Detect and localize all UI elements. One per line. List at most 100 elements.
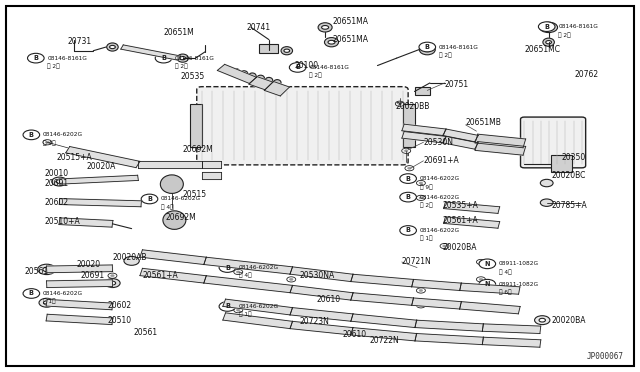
Polygon shape [60,199,141,207]
Text: 20530N: 20530N [424,138,454,147]
Ellipse shape [284,49,290,52]
Circle shape [476,277,485,282]
Text: 20692M: 20692M [166,213,196,222]
Text: 20731: 20731 [68,37,92,46]
Polygon shape [140,250,206,264]
Circle shape [52,177,67,186]
Text: N: N [484,261,490,267]
Text: B: B [225,304,230,310]
Text: 〈 2〉: 〈 2〉 [309,73,322,78]
Circle shape [417,288,426,293]
Text: 〈 6〉: 〈 6〉 [499,289,511,295]
Ellipse shape [177,54,188,62]
Text: 20610: 20610 [317,295,341,304]
Circle shape [287,277,296,282]
Ellipse shape [163,211,186,230]
Circle shape [44,301,50,305]
Text: 〈 9〉: 〈 9〉 [420,184,432,190]
Polygon shape [460,302,520,314]
Text: B: B [406,176,411,182]
Text: 20100: 20100 [294,61,319,70]
Text: 08146-6202G: 08146-6202G [43,132,83,137]
Text: 20561+A: 20561+A [443,216,478,225]
Circle shape [236,309,240,311]
Polygon shape [290,285,353,300]
Ellipse shape [419,44,435,55]
Circle shape [45,141,49,143]
Polygon shape [249,77,273,90]
Polygon shape [475,134,525,148]
Ellipse shape [109,45,115,49]
Text: 08146-6202G: 08146-6202G [420,228,460,233]
Ellipse shape [273,80,281,86]
Text: 20692M: 20692M [182,145,214,154]
Polygon shape [444,217,500,228]
Circle shape [405,166,414,171]
Circle shape [173,219,176,221]
Circle shape [170,183,173,185]
Polygon shape [46,299,113,310]
Ellipse shape [546,41,552,44]
Bar [259,44,278,52]
Ellipse shape [544,25,553,29]
Circle shape [23,289,40,298]
Text: 〈 4〉: 〈 4〉 [43,140,56,146]
Text: 20651MA: 20651MA [333,17,369,26]
Circle shape [419,304,422,307]
Polygon shape [290,267,353,282]
Ellipse shape [318,23,332,32]
Text: 20721N: 20721N [402,257,431,266]
Circle shape [56,180,63,183]
Circle shape [417,195,426,201]
Text: B: B [33,55,38,61]
Text: 08146-8161G: 08146-8161G [309,65,349,70]
Polygon shape [204,276,292,293]
Circle shape [289,278,293,280]
Circle shape [156,53,172,63]
Polygon shape [46,314,113,325]
Circle shape [400,192,417,202]
Polygon shape [290,321,353,335]
Circle shape [402,148,411,153]
Polygon shape [223,299,292,315]
Text: 08146-6202G: 08146-6202G [43,291,83,296]
Polygon shape [59,175,138,184]
Text: 20691: 20691 [44,179,68,187]
Polygon shape [483,337,541,347]
Text: 〈 1〉: 〈 1〉 [43,299,55,304]
Text: 20020BB: 20020BB [396,102,429,111]
Circle shape [400,174,417,183]
Bar [190,105,202,147]
Text: B: B [29,291,34,296]
Polygon shape [47,265,113,273]
Polygon shape [218,64,257,83]
Text: 20723N: 20723N [300,317,330,326]
Text: 〈 2〉: 〈 2〉 [47,64,60,69]
Polygon shape [66,147,140,168]
Text: B: B [544,24,549,30]
Circle shape [404,150,408,152]
Text: 08146-6202G: 08146-6202G [161,196,201,202]
Text: 08146-8161G: 08146-8161G [558,24,598,29]
Circle shape [39,298,54,307]
Polygon shape [121,45,180,60]
Polygon shape [483,324,541,333]
Circle shape [479,259,495,269]
Circle shape [219,302,236,311]
Text: 20762: 20762 [574,70,598,79]
Circle shape [417,180,426,186]
Text: 20602: 20602 [44,198,68,207]
Polygon shape [223,313,292,328]
Ellipse shape [161,175,183,193]
FancyBboxPatch shape [196,87,408,165]
Text: 20651MA: 20651MA [333,35,369,44]
Text: B: B [406,227,411,234]
Ellipse shape [180,57,186,60]
Circle shape [396,101,404,106]
Text: 20535: 20535 [180,72,205,81]
Polygon shape [402,132,445,143]
Text: 20651M: 20651M [164,28,195,37]
Circle shape [109,281,116,285]
Text: 〈 2〉: 〈 2〉 [420,202,432,208]
Circle shape [443,245,446,247]
